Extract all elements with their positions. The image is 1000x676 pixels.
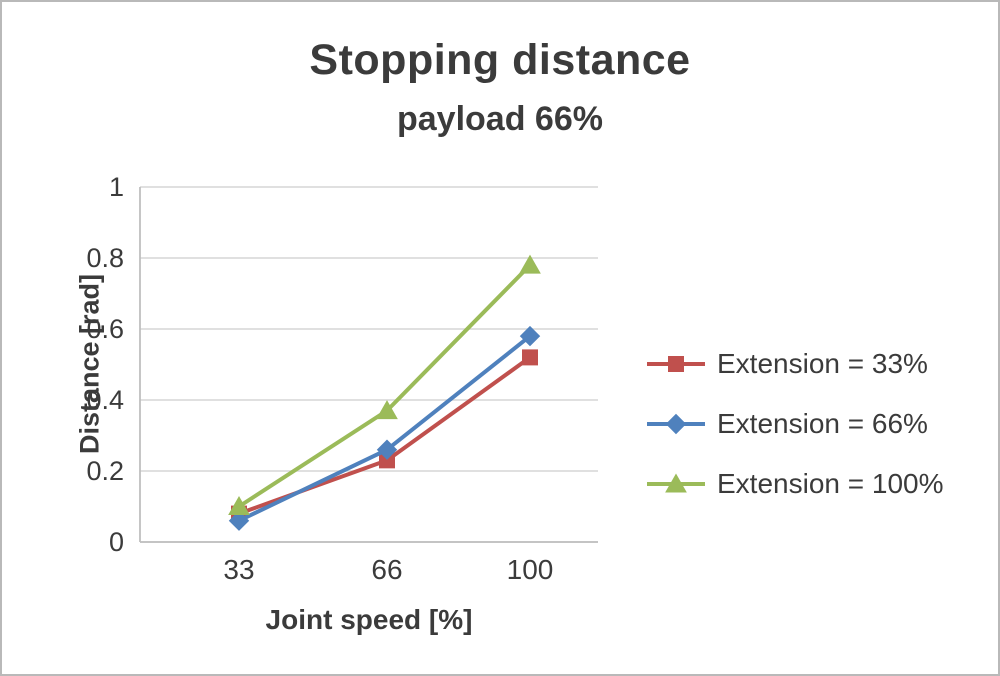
- y-axis-title: Distance [rad]: [74, 273, 105, 455]
- legend-label: Extension = 66%: [717, 408, 928, 439]
- legend-key-diamond-icon: [647, 413, 705, 435]
- diamond-marker: [665, 413, 687, 435]
- legend-key-triangle-icon: [647, 473, 705, 493]
- y-tick-label: 0.4: [86, 385, 124, 415]
- chart-subtitle: payload 66%: [397, 100, 603, 138]
- series-line: [237, 334, 532, 523]
- triangle-marker: [376, 400, 398, 420]
- x-tick-label: 33: [223, 554, 254, 585]
- diamond-marker: [376, 439, 398, 460]
- legend-label: Extension = 100%: [717, 468, 944, 499]
- x-tick-label: 66: [371, 554, 402, 585]
- legend-label: Extension = 33%: [717, 348, 928, 379]
- y-tick-label: 0: [109, 527, 124, 557]
- series-line: [237, 355, 532, 516]
- legend-item-extension-33: Extension = 33%: [647, 334, 944, 394]
- y-tick-label: 0.6: [86, 314, 124, 344]
- triangle-marker: [665, 473, 687, 493]
- legend-key-square-icon: [647, 356, 705, 372]
- diamond-marker: [228, 510, 250, 531]
- chart-title: Stopping distance: [309, 36, 691, 84]
- x-tick-label: 100: [507, 554, 554, 585]
- y-tick-label: 0.2: [86, 456, 124, 486]
- legend: Extension = 33% Extension = 66% Extensio…: [647, 334, 944, 514]
- diamond-marker: [519, 325, 541, 347]
- y-tick-label: 0.8: [86, 243, 124, 273]
- triangle-marker: [228, 495, 250, 515]
- square-marker: [668, 356, 684, 372]
- legend-item-extension-100: Extension = 100%: [647, 454, 944, 514]
- x-axis-title: Joint speed [%]: [265, 604, 473, 635]
- square-marker: [522, 349, 538, 366]
- triangle-marker: [519, 254, 541, 274]
- legend-item-extension-66: Extension = 66%: [647, 394, 944, 454]
- y-tick-label: 1: [109, 172, 124, 202]
